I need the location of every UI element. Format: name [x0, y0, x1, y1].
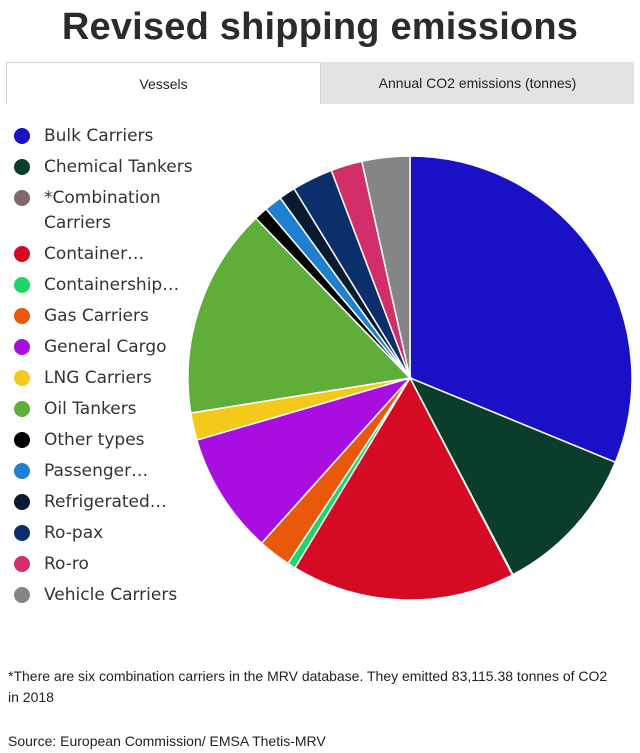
legend-item[interactable]: Other types [14, 428, 214, 453]
source-note: Source: European Commission/ EMSA Thetis… [8, 733, 326, 749]
legend-item[interactable]: Oil Tankers [14, 397, 214, 422]
pie-slice-2[interactable] [408, 376, 617, 576]
legend-item[interactable]: Ro-ro [14, 552, 214, 577]
legend-label: Other types [44, 430, 145, 450]
legend-swatch [14, 339, 30, 355]
legend-item[interactable]: Refrigerated… [14, 490, 214, 515]
legend-label: Ro-ro [44, 554, 89, 574]
legend-swatch [14, 401, 30, 417]
legend-swatch [14, 432, 30, 448]
legend-label: Container… [44, 244, 145, 264]
pie-slice-4[interactable] [293, 376, 514, 601]
legend-swatch [14, 587, 30, 603]
legend-item[interactable]: Container… [14, 242, 214, 267]
legend-item[interactable]: Ro-pax [14, 521, 214, 546]
chart-title: Revised shipping emissions [61, 6, 579, 48]
legend-swatch [14, 190, 30, 206]
legend-swatch [14, 370, 30, 386]
legend-label: LNG Carriers [44, 368, 152, 388]
legend-item[interactable]: Gas Carriers [14, 304, 214, 329]
legend-label: Bulk Carriers [44, 126, 154, 146]
legend-label: Vehicle Carriers [44, 585, 178, 605]
legend-swatch [14, 525, 30, 541]
legend-item[interactable]: Chemical Tankers [14, 155, 214, 180]
legend-item[interactable]: *Combination Carriers [14, 186, 214, 236]
legend: Bulk Carriers Chemical Tankers *Combinatio… [14, 124, 214, 614]
footnote: *There are six combination carriers in t… [8, 668, 608, 705]
pie-slice-7[interactable] [195, 376, 413, 545]
legend-item[interactable]: Bulk Carriers [14, 124, 214, 149]
legend-swatch [14, 159, 30, 175]
legend-label: Oil Tankers [44, 399, 137, 419]
legend-swatch [14, 246, 30, 262]
legend-item[interactable]: General Cargo [14, 335, 214, 360]
pie-slice-1[interactable] [409, 155, 633, 464]
legend-label: Gas Carriers [44, 306, 149, 326]
tab-annual-co2[interactable]: Annual CO2 emissions (tonnes) [321, 62, 634, 104]
legend-label: General Cargo [44, 337, 167, 357]
pie-slice-9[interactable] [187, 217, 412, 414]
tab-vessels[interactable]: Vessels [6, 62, 321, 104]
legend-item[interactable]: Vehicle Carriers [14, 583, 214, 608]
legend-label: Containership… [44, 275, 180, 295]
legend-swatch [14, 277, 30, 293]
legend-label: Refrigerated… [44, 492, 167, 512]
legend-swatch [14, 463, 30, 479]
legend-label: Ro-pax [44, 523, 104, 543]
tab-bar: Vessels Annual CO2 emissions (tonnes) [6, 62, 634, 104]
legend-label: Chemical Tankers [44, 157, 193, 177]
legend-swatch [14, 128, 30, 144]
legend-label: Passenger… [44, 461, 149, 481]
legend-item[interactable]: LNG Carriers [14, 366, 214, 391]
legend-item[interactable]: Passenger… [14, 459, 214, 484]
legend-item[interactable]: Containership… [14, 273, 214, 298]
legend-swatch [14, 308, 30, 324]
pie-chart [187, 155, 633, 601]
legend-swatch [14, 494, 30, 510]
pie-slice-15[interactable] [360, 155, 411, 379]
legend-label: *Combination Carriers [44, 188, 161, 233]
legend-swatch [14, 556, 30, 572]
